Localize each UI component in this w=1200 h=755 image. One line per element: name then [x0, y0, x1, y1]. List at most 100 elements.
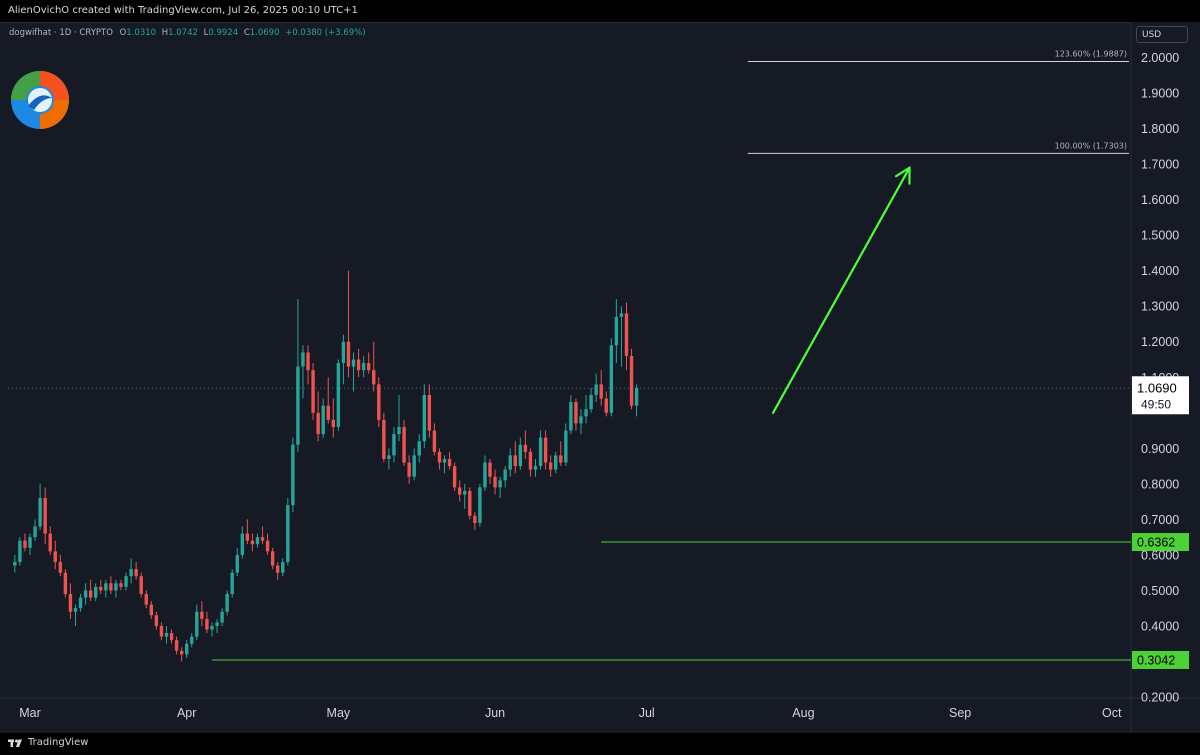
- candle-body: [508, 455, 512, 470]
- candle-body: [23, 540, 27, 548]
- candle-body: [619, 313, 624, 317]
- y-tick-label: 0.5000: [1141, 584, 1179, 598]
- candle-body: [94, 586, 98, 598]
- candle-body: [124, 576, 128, 587]
- candle: [185, 640, 189, 658]
- y-tick-label: 0.6000: [1141, 548, 1179, 562]
- candle-body: [548, 462, 553, 470]
- candle: [422, 384, 426, 449]
- candle-body: [397, 427, 401, 435]
- candle-body: [311, 370, 315, 413]
- candle: [594, 373, 598, 403]
- candle-body: [574, 402, 578, 424]
- candle-body: [528, 451, 533, 470]
- candle-body: [366, 363, 371, 371]
- candle: [190, 633, 194, 648]
- candle-body: [569, 402, 573, 431]
- currency-selector[interactable]: USD: [1136, 26, 1188, 43]
- candle: [114, 579, 118, 598]
- plot-layer: 0.3042 0.6362 100.00% (1.7303) 123.60% (1.9…: [0, 22, 1200, 732]
- last-price-badge: [1132, 376, 1189, 415]
- candle-body: [109, 583, 113, 591]
- candle-body: [554, 455, 558, 470]
- candle-body: [341, 341, 346, 364]
- candle-body: [114, 583, 118, 591]
- candle-body: [599, 384, 603, 399]
- candle: [604, 391, 608, 417]
- candle: [564, 423, 568, 467]
- candle: [554, 451, 558, 474]
- candle: [609, 338, 614, 417]
- candle: [634, 384, 639, 417]
- candle: [397, 395, 401, 442]
- x-tick-label: Sep: [949, 706, 971, 720]
- candle-body: [422, 395, 426, 442]
- open-key: O: [119, 28, 127, 38]
- candle-body: [624, 313, 629, 356]
- close-value: 1.0690: [249, 28, 280, 38]
- candle-body: [149, 604, 154, 616]
- candle: [235, 547, 239, 577]
- candle-body: [468, 490, 472, 516]
- candle-body: [564, 430, 568, 463]
- candle: [301, 345, 305, 399]
- candle: [104, 579, 108, 598]
- high-value: 1.0742: [168, 28, 198, 38]
- candle: [574, 398, 578, 431]
- candle-body: [609, 345, 614, 413]
- candle: [478, 483, 482, 527]
- low-key: L: [203, 28, 209, 38]
- candle-body: [195, 611, 199, 637]
- candle-body: [13, 562, 17, 566]
- candle-body: [629, 355, 634, 406]
- candle: [260, 526, 265, 545]
- candle-body: [427, 395, 432, 431]
- candle-body: [174, 640, 179, 651]
- candle: [296, 299, 300, 452]
- candle-body: [442, 458, 447, 463]
- author-logo: [11, 71, 69, 129]
- candle: [463, 483, 467, 509]
- candle: [94, 583, 98, 602]
- candle-body: [417, 441, 421, 456]
- candle: [538, 430, 543, 470]
- candle-body: [104, 583, 108, 591]
- candle-body: [169, 633, 174, 641]
- candle-body: [43, 498, 47, 534]
- header-bar: AlienOvichO created with TradingView.com…: [0, 0, 1200, 22]
- footer-brand[interactable]: TradingView: [8, 737, 88, 748]
- candle: [119, 579, 123, 591]
- candle-body: [215, 622, 219, 626]
- candle-body: [250, 540, 255, 545]
- candle: [629, 348, 634, 410]
- candle-body: [164, 633, 169, 637]
- candle-body: [205, 618, 209, 630]
- candle-body: [316, 412, 320, 435]
- high-key: H: [161, 28, 169, 38]
- candle-body: [230, 572, 234, 594]
- candle: [493, 469, 497, 495]
- candle: [508, 448, 512, 477]
- candle: [528, 448, 533, 477]
- candle: [437, 448, 442, 470]
- candle: [195, 604, 199, 641]
- candle: [215, 618, 219, 634]
- candle: [523, 430, 528, 459]
- candle: [53, 540, 57, 570]
- candle: [281, 558, 285, 577]
- candle: [427, 384, 432, 438]
- candle-body: [286, 505, 290, 562]
- candle-body: [281, 562, 285, 573]
- candle-body: [437, 451, 442, 463]
- candle: [306, 345, 310, 385]
- y-tick-label: 1.3000: [1141, 300, 1179, 314]
- candle-body: [159, 625, 164, 637]
- candle: [43, 487, 47, 545]
- candle-body: [407, 462, 411, 477]
- fib-level-label: 123.60% (1.9887): [1055, 50, 1127, 59]
- candle: [579, 409, 583, 435]
- candle: [468, 487, 472, 520]
- y-tick-label: 1.4000: [1141, 264, 1179, 278]
- candle-body: [83, 590, 88, 598]
